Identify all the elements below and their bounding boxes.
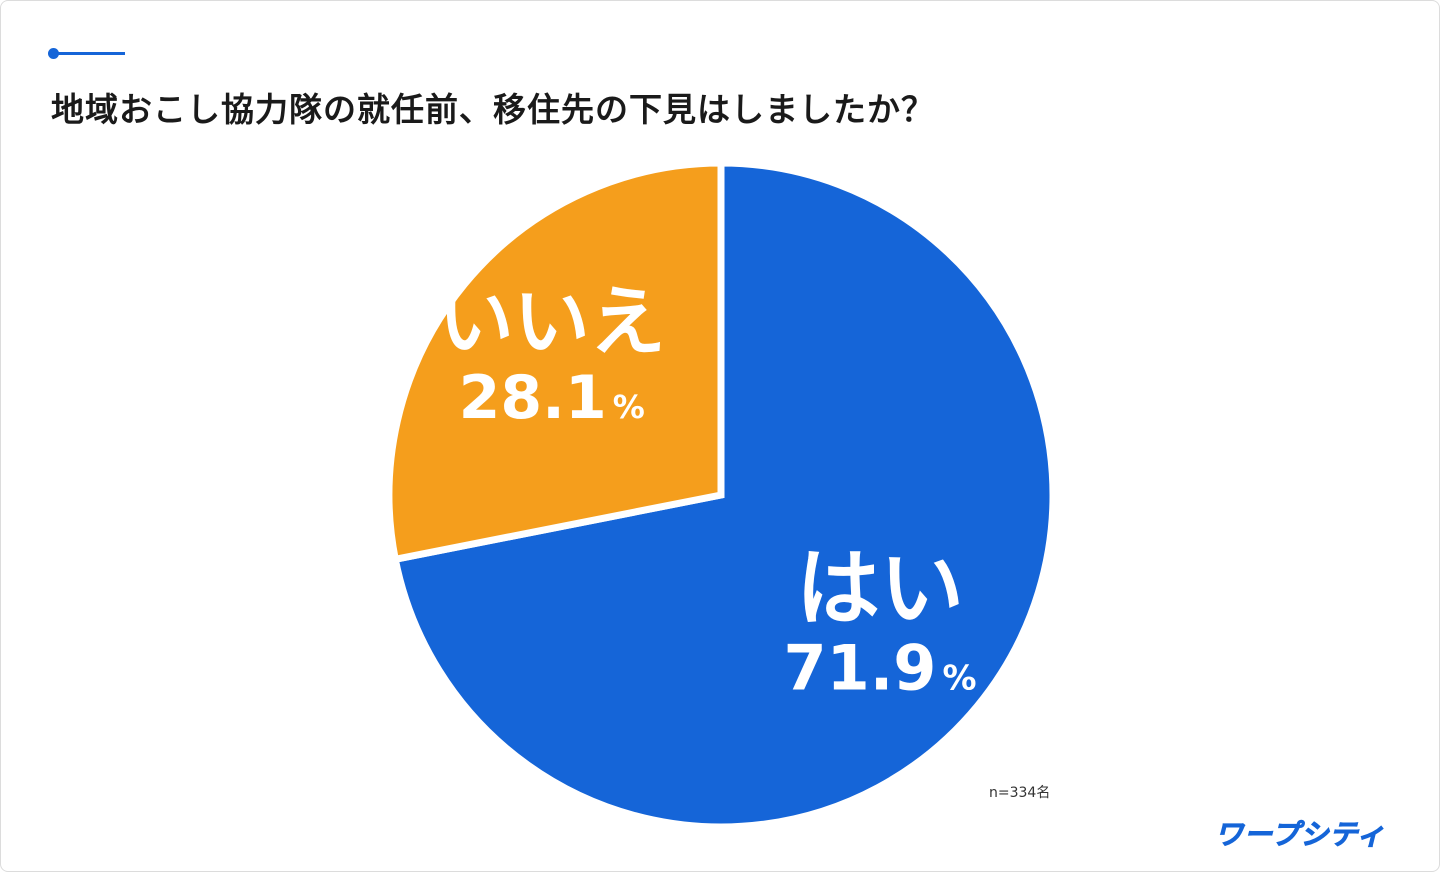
brand-logo: ワープシティ <box>1215 818 1386 852</box>
slice-label-yes: はい <box>796 540 964 638</box>
slice-label-no: いいえ <box>438 277 666 366</box>
slice-unit-no: % <box>613 388 645 426</box>
sample-size-note: n=334名 <box>989 785 1051 801</box>
chart-title: 地域おこし協力隊の就任前、移住先の下見はしましたか？ <box>51 90 935 129</box>
accent-line <box>53 52 125 55</box>
pie-slice-no <box>385 159 725 564</box>
slice-value-yes: 71.9% <box>783 632 976 705</box>
slice-unit-yes: % <box>942 659 976 699</box>
